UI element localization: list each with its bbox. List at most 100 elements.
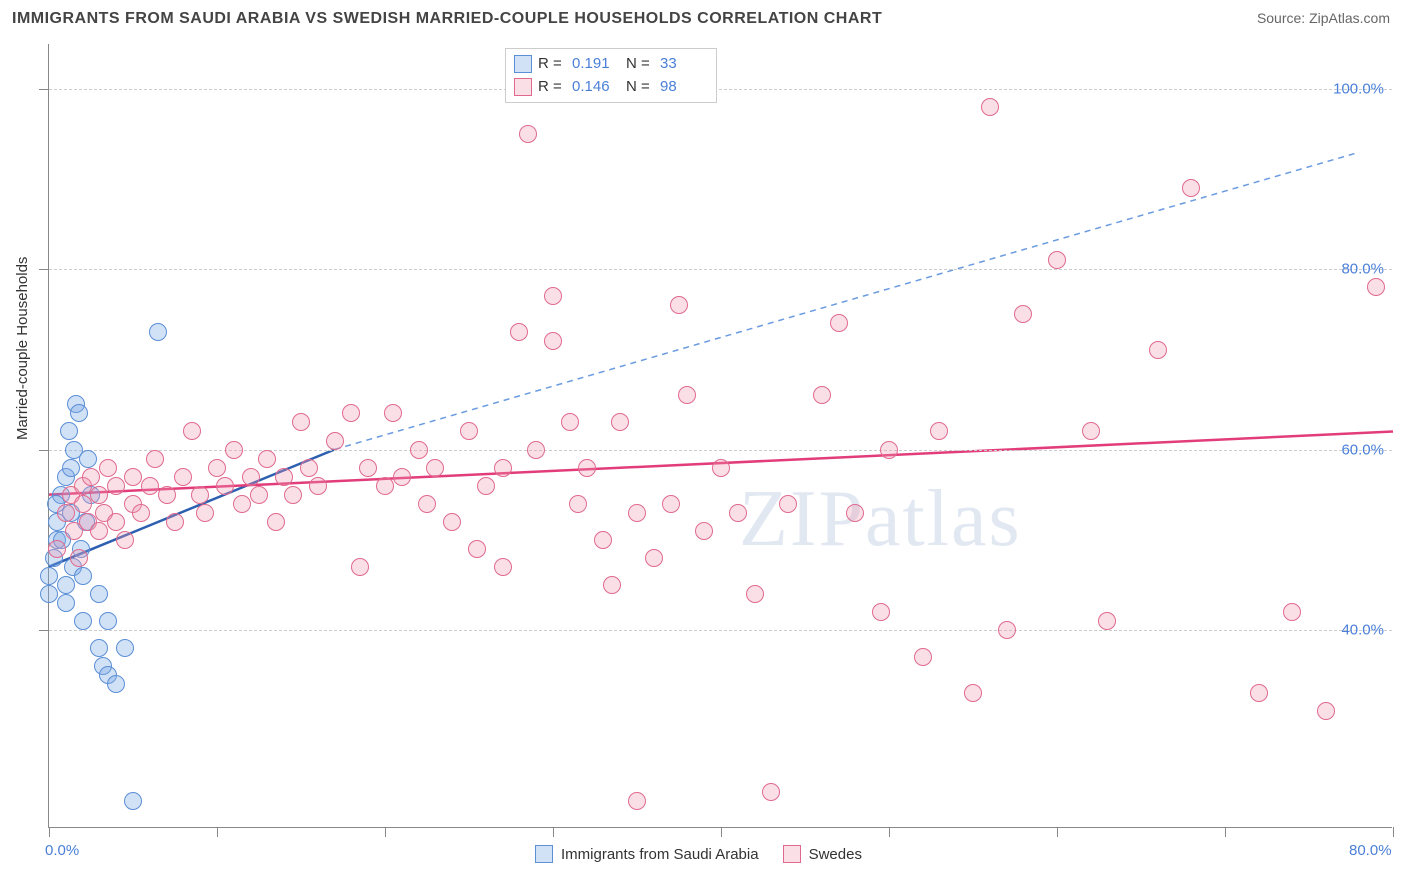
- scatter-point: [1250, 684, 1268, 702]
- scatter-point: [410, 441, 428, 459]
- scatter-point: [914, 648, 932, 666]
- scatter-point: [393, 468, 411, 486]
- series-legend-item: Swedes: [783, 845, 862, 863]
- scatter-point: [146, 450, 164, 468]
- scatter-point: [695, 522, 713, 540]
- scatter-point: [1098, 612, 1116, 630]
- x-tick-mark: [217, 827, 218, 837]
- x-tick-mark: [1057, 827, 1058, 837]
- scatter-point: [645, 549, 663, 567]
- series-legend-label: Immigrants from Saudi Arabia: [561, 846, 759, 863]
- scatter-point: [90, 639, 108, 657]
- y-tick-mark: [39, 269, 49, 270]
- x-tick-mark: [553, 827, 554, 837]
- x-tick-mark: [889, 827, 890, 837]
- scatter-point: [107, 513, 125, 531]
- scatter-point: [611, 413, 629, 431]
- scatter-point: [40, 567, 58, 585]
- y-tick-label: 100.0%: [1333, 81, 1384, 98]
- y-axis-label: Married-couple Households: [14, 257, 31, 440]
- scatter-point: [48, 540, 66, 558]
- legend-swatch: [514, 78, 532, 96]
- scatter-point: [300, 459, 318, 477]
- scatter-point: [830, 314, 848, 332]
- scatter-point: [1048, 251, 1066, 269]
- scatter-point: [342, 404, 360, 422]
- legend-swatch: [514, 55, 532, 73]
- scatter-point: [628, 504, 646, 522]
- scatter-point: [712, 459, 730, 477]
- gridline-h: [49, 450, 1392, 451]
- scatter-point: [746, 585, 764, 603]
- scatter-point: [569, 495, 587, 513]
- scatter-point: [99, 612, 117, 630]
- x-tick-mark: [49, 827, 50, 837]
- scatter-point: [99, 459, 117, 477]
- legend-r-label: R =: [538, 53, 566, 76]
- scatter-point: [729, 504, 747, 522]
- scatter-point: [258, 450, 276, 468]
- scatter-point: [426, 459, 444, 477]
- scatter-point: [813, 386, 831, 404]
- scatter-point: [40, 585, 58, 603]
- scatter-point: [544, 332, 562, 350]
- scatter-point: [628, 792, 646, 810]
- y-tick-mark: [39, 89, 49, 90]
- scatter-point: [872, 603, 890, 621]
- scatter-point: [216, 477, 234, 495]
- y-tick-mark: [39, 450, 49, 451]
- correlation-legend: R =0.191N =33R =0.146N =98: [505, 48, 717, 103]
- y-tick-label: 60.0%: [1341, 441, 1384, 458]
- scatter-point: [376, 477, 394, 495]
- legend-r-value: 0.146: [572, 76, 620, 99]
- scatter-point: [196, 504, 214, 522]
- scatter-point: [158, 486, 176, 504]
- scatter-point: [930, 422, 948, 440]
- scatter-point: [107, 477, 125, 495]
- chart-header: IMMIGRANTS FROM SAUDI ARABIA VS SWEDISH …: [0, 0, 1406, 34]
- x-tick-mark: [721, 827, 722, 837]
- legend-n-value: 33: [660, 53, 708, 76]
- scatter-point: [1317, 702, 1335, 720]
- y-tick-mark: [39, 630, 49, 631]
- scatter-point: [124, 468, 142, 486]
- scatter-chart: 40.0%60.0%80.0%100.0%0.0%80.0%ZIPatlasR …: [48, 44, 1392, 828]
- scatter-point: [662, 495, 680, 513]
- scatter-point: [57, 594, 75, 612]
- scatter-point: [107, 675, 125, 693]
- scatter-point: [292, 413, 310, 431]
- scatter-point: [275, 468, 293, 486]
- series-legend: Immigrants from Saudi Arabia Swedes: [535, 845, 862, 863]
- legend-n-label: N =: [626, 53, 654, 76]
- scatter-point: [519, 125, 537, 143]
- series-legend-label: Swedes: [809, 846, 862, 863]
- scatter-point: [149, 323, 167, 341]
- scatter-point: [79, 450, 97, 468]
- series-legend-item: Immigrants from Saudi Arabia: [535, 845, 759, 863]
- x-tick-mark: [1393, 827, 1394, 837]
- scatter-point: [762, 783, 780, 801]
- scatter-point: [561, 413, 579, 431]
- legend-r-value: 0.191: [572, 53, 620, 76]
- scatter-point: [60, 422, 78, 440]
- x-tick-label: 0.0%: [45, 842, 79, 859]
- scatter-point: [124, 792, 142, 810]
- scatter-point: [998, 621, 1016, 639]
- scatter-point: [141, 477, 159, 495]
- gridline-h: [49, 269, 1392, 270]
- legend-r-label: R =: [538, 76, 566, 99]
- scatter-point: [477, 477, 495, 495]
- correlation-legend-row: R =0.146N =98: [514, 76, 708, 99]
- scatter-point: [70, 404, 88, 422]
- legend-n-label: N =: [626, 76, 654, 99]
- scatter-point: [267, 513, 285, 531]
- scatter-point: [460, 422, 478, 440]
- scatter-point: [594, 531, 612, 549]
- legend-swatch: [535, 845, 553, 863]
- scatter-point: [309, 477, 327, 495]
- scatter-point: [225, 441, 243, 459]
- gridline-h: [49, 630, 1392, 631]
- scatter-point: [1082, 422, 1100, 440]
- scatter-point: [90, 522, 108, 540]
- scatter-point: [1149, 341, 1167, 359]
